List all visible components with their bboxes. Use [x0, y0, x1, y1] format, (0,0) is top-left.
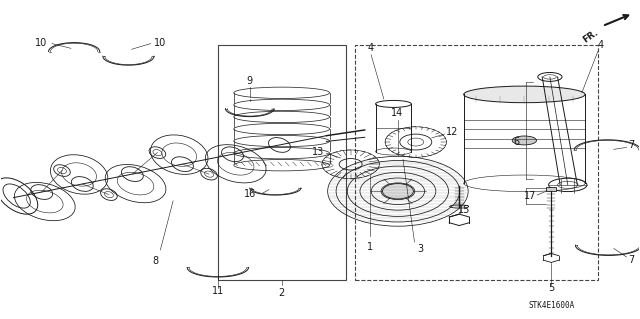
Text: 7: 7: [628, 255, 634, 264]
Text: 7: 7: [628, 140, 634, 150]
Text: FR.: FR.: [581, 28, 600, 45]
Bar: [218, 45, 346, 280]
Text: 16: 16: [244, 189, 256, 199]
Bar: [546, 187, 556, 191]
Text: 8: 8: [153, 256, 159, 266]
Text: 12: 12: [447, 127, 459, 137]
Text: 9: 9: [246, 77, 253, 86]
Text: 11: 11: [212, 286, 224, 296]
Text: 3: 3: [417, 244, 423, 254]
Text: 6: 6: [513, 137, 519, 147]
Text: 4: 4: [368, 43, 374, 53]
Text: 5: 5: [548, 283, 554, 293]
Text: 1: 1: [367, 242, 373, 252]
Text: STK4E1600A: STK4E1600A: [528, 301, 574, 310]
Text: 13: 13: [312, 146, 324, 157]
Text: 17: 17: [524, 191, 536, 201]
Text: 4: 4: [598, 40, 604, 50]
Text: 10: 10: [154, 38, 166, 48]
Circle shape: [383, 183, 413, 199]
Ellipse shape: [512, 136, 536, 145]
Text: 10: 10: [35, 38, 47, 48]
Bar: [355, 45, 598, 280]
Text: 14: 14: [390, 108, 403, 118]
Text: 15: 15: [458, 205, 470, 215]
Text: 2: 2: [278, 288, 285, 298]
Ellipse shape: [464, 86, 585, 103]
